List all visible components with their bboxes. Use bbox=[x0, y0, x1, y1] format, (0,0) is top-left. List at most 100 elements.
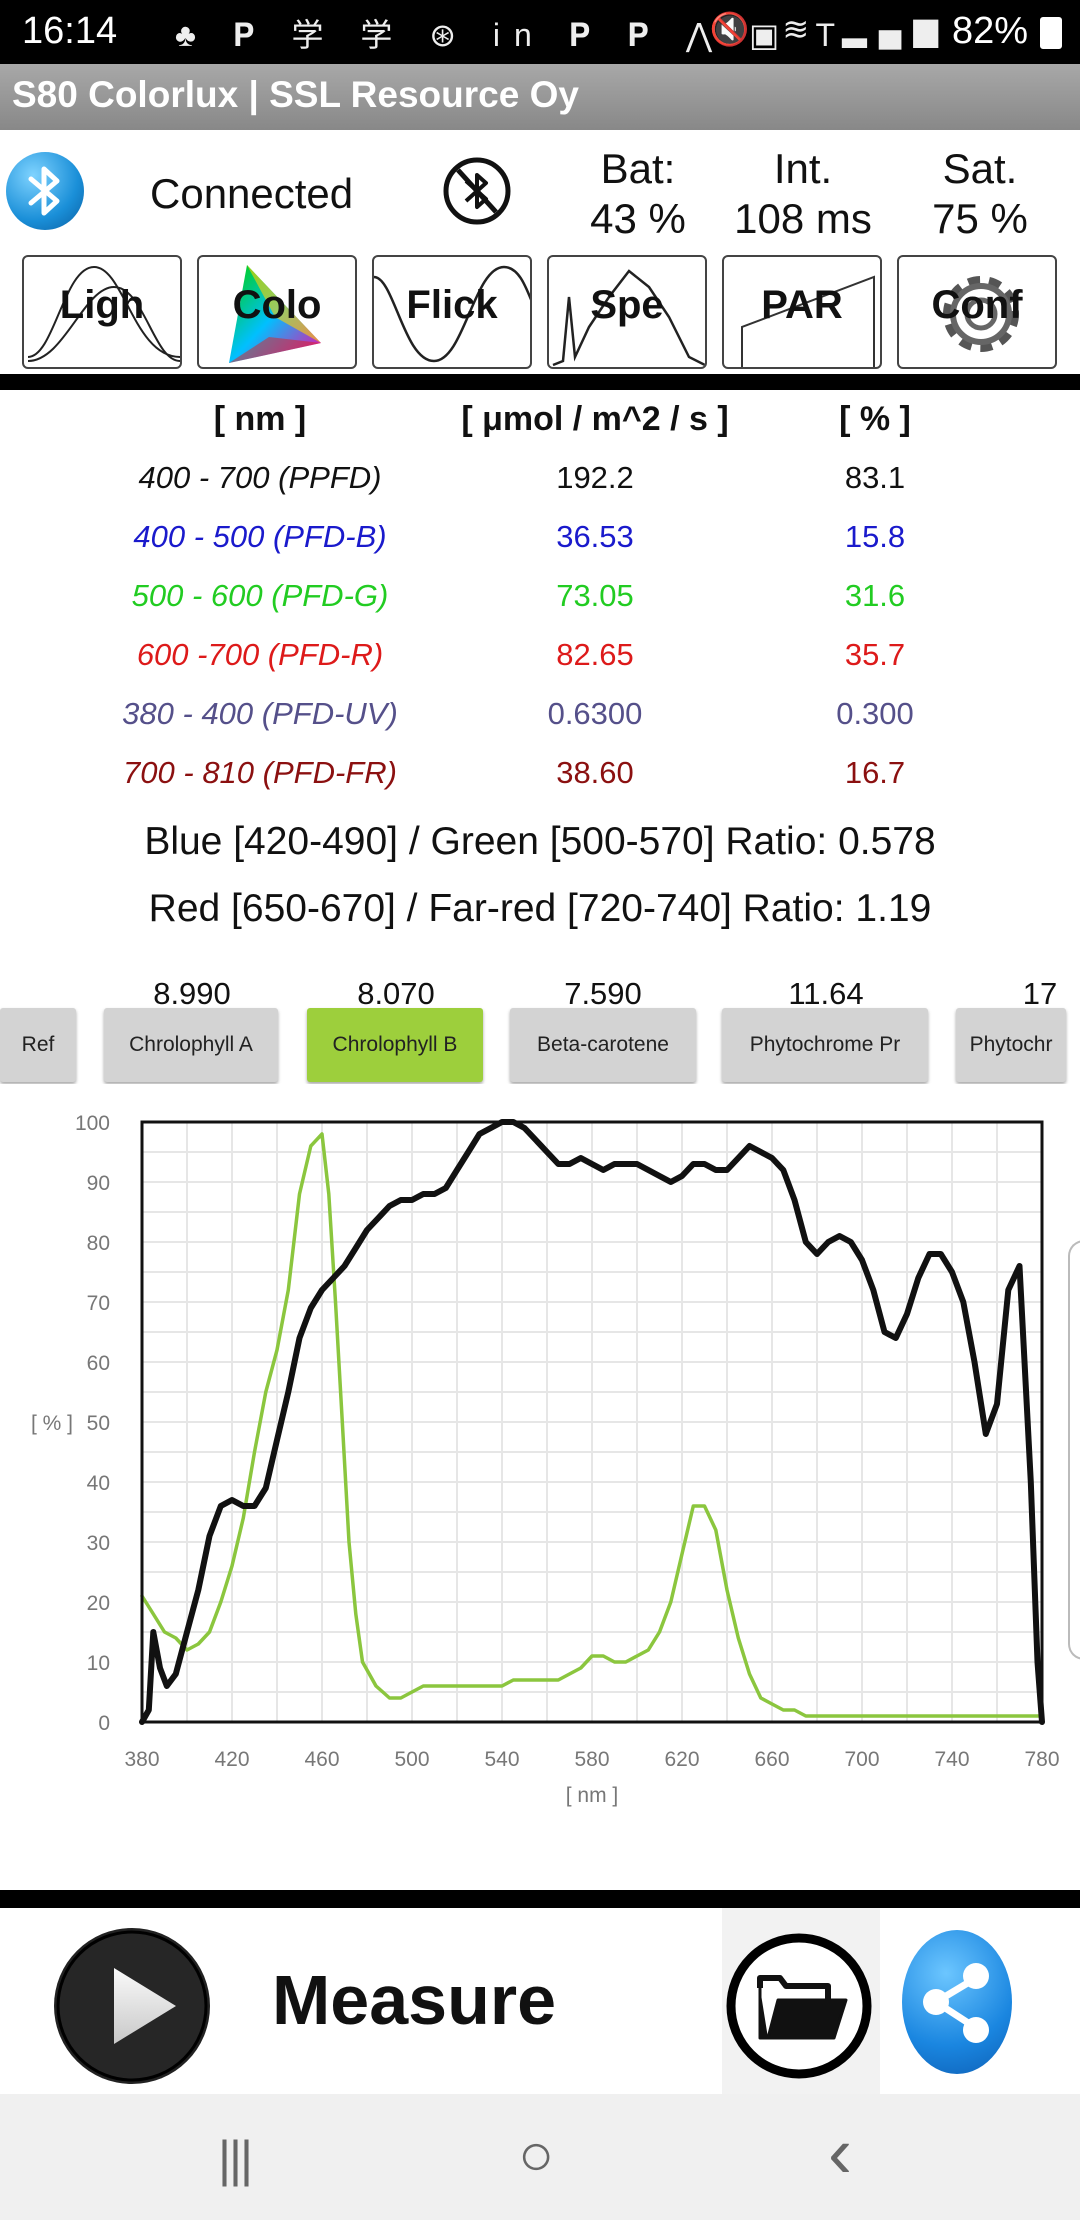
percent-value: 16.7 bbox=[844, 755, 906, 790]
measured-spectrum-line bbox=[139, 1119, 1045, 1725]
battery-label: Bat: bbox=[600, 145, 676, 192]
pigment-tabs: Ref Chrolophyll A Chrolophyll B Beta-car… bbox=[0, 1004, 1080, 1084]
mode-toolbar: Ligh Colo Flick Spe PAR bbox=[0, 252, 1080, 374]
action-bar: Measure bbox=[0, 1908, 1080, 2094]
x-tick-label: 740 bbox=[934, 1748, 969, 1771]
wavelength-range: 500 - 600 (PFD-G) bbox=[131, 578, 389, 613]
play-button[interactable] bbox=[54, 1928, 210, 2084]
measure-label[interactable]: Measure bbox=[272, 1961, 557, 2039]
red-farred-ratio: Red [650-670] / Far-red [720-740] Ratio:… bbox=[148, 887, 932, 930]
tool-light-button[interactable]: Ligh bbox=[22, 255, 182, 369]
y-axis-label: [ % ] bbox=[31, 1412, 73, 1435]
y-tick-label: 30 bbox=[87, 1532, 110, 1555]
tool-flicker-label: Flick bbox=[406, 283, 498, 327]
y-tick-label: 60 bbox=[87, 1352, 110, 1375]
pigment-absorption-line bbox=[140, 1132, 1044, 1718]
header-percent: [ % ] bbox=[839, 400, 911, 438]
light-curve-icon bbox=[27, 265, 180, 362]
x-tick-label: 780 bbox=[1024, 1748, 1059, 1771]
percent-value: 15.8 bbox=[844, 519, 906, 554]
table-row: 500 - 600 (PFD-G) 73.05 31.6 bbox=[0, 578, 1080, 636]
y-tick-label: 40 bbox=[87, 1472, 110, 1495]
flux-value: 192.2 bbox=[556, 460, 634, 495]
flux-value: 82.65 bbox=[556, 637, 634, 672]
percent-value: 31.6 bbox=[844, 578, 906, 613]
tool-color-label: Colo bbox=[232, 283, 322, 327]
tool-light-label: Ligh bbox=[59, 283, 145, 327]
share-button[interactable] bbox=[902, 1930, 1012, 2074]
x-tick-label: 660 bbox=[754, 1748, 789, 1771]
x-tick-label: 700 bbox=[844, 1748, 879, 1771]
tool-config-button[interactable]: Conf bbox=[897, 255, 1057, 369]
y-tick-label: 0 bbox=[98, 1712, 110, 1735]
status-time: 16:14 bbox=[22, 10, 118, 52]
app-title-bar: S80 Colorlux | SSL Resource Oy bbox=[0, 64, 1080, 130]
y-tick-label: 50 bbox=[87, 1412, 110, 1435]
pigment-value: 8.990 bbox=[153, 976, 231, 1011]
par-icon bbox=[741, 275, 875, 367]
integration-label: Int. bbox=[773, 145, 833, 192]
x-axis-label: [ nm ] bbox=[566, 1784, 619, 1807]
saturation-label: Sat. bbox=[942, 145, 1018, 192]
gear-icon bbox=[943, 276, 1019, 352]
tool-spectrum-button[interactable]: Spe bbox=[547, 255, 707, 369]
plot-frame bbox=[140, 1120, 1044, 1724]
saturation-value: 75 % bbox=[932, 195, 1028, 242]
connection-status: Connected bbox=[150, 170, 354, 217]
table-row: 380 - 400 (PFD-UV) 0.6300 0.300 bbox=[0, 696, 1080, 754]
pigment-value: 7.590 bbox=[564, 976, 642, 1011]
flux-value: 0.6300 bbox=[547, 696, 643, 731]
share-icon bbox=[923, 1963, 989, 2043]
tool-color-button[interactable]: Colo bbox=[197, 255, 357, 369]
percent-value: 83.1 bbox=[844, 460, 906, 495]
pigment-phytochrome-pfr-button[interactable]: Phytochr bbox=[956, 1008, 1066, 1082]
y-tick-label: 70 bbox=[87, 1292, 110, 1315]
x-tick-label: 540 bbox=[484, 1748, 519, 1771]
y-tick-label: 10 bbox=[87, 1652, 110, 1675]
open-folder-button[interactable] bbox=[722, 1908, 880, 2094]
y-tick-label: 100 bbox=[75, 1112, 110, 1135]
flicker-wave-icon bbox=[374, 265, 530, 363]
x-tick-label: 420 bbox=[214, 1748, 249, 1771]
app-title: S80 Colorlux | SSL Resource Oy bbox=[12, 74, 579, 115]
bluetooth-icon[interactable] bbox=[6, 152, 84, 230]
side-panel-handle[interactable] bbox=[1068, 1240, 1080, 1660]
tool-spectrum-label: Spe bbox=[590, 283, 664, 327]
tool-flicker-button[interactable]: Flick bbox=[372, 255, 532, 369]
pigment-chlorophyll-b-button[interactable]: Chrolophyll B bbox=[307, 1008, 483, 1082]
percent-value: 0.300 bbox=[836, 696, 914, 731]
battery-value: 43 % bbox=[590, 195, 686, 242]
pigment-ref-button[interactable]: Ref bbox=[0, 1008, 76, 1082]
pigment-chlorophyll-a-button[interactable]: Chrolophyll A bbox=[104, 1008, 278, 1082]
spectrum-icon bbox=[552, 269, 705, 367]
signal-icons: 🔇 ≋ ▂▄▆ bbox=[709, 11, 950, 47]
recent-apps-button[interactable]: ||| bbox=[218, 2131, 253, 2187]
tool-par-label: PAR bbox=[761, 283, 843, 327]
bluetooth-disconnect-icon[interactable] bbox=[442, 156, 512, 226]
spectrum-chart: 0 10 20 30 40 50 60 70 80 90 100 380 420 460 500 540 580… bbox=[31, 1112, 1060, 1807]
wavelength-range: 600 -700 (PFD-R) bbox=[136, 637, 384, 672]
pigment-value: 11.64 bbox=[788, 976, 864, 1011]
x-tick-label: 460 bbox=[304, 1748, 339, 1771]
pigment-beta-carotene-button[interactable]: Beta-carotene bbox=[510, 1008, 696, 1082]
back-button[interactable]: ‹ bbox=[828, 2113, 852, 2193]
y-tick-label: 90 bbox=[87, 1172, 110, 1195]
blue-green-ratio: Blue [420-490] / Green [500-570] Ratio: … bbox=[144, 820, 936, 863]
tool-par-button[interactable]: PAR bbox=[722, 255, 882, 369]
x-tick-label: 620 bbox=[664, 1748, 699, 1771]
header-flux: [ μmol / m^2 / s ] bbox=[461, 400, 729, 438]
integration-value: 108 ms bbox=[734, 195, 872, 242]
header-wavelength: [ nm ] bbox=[213, 400, 307, 438]
folder-icon bbox=[726, 1933, 872, 2079]
pigment-value: 17 bbox=[1022, 976, 1058, 1011]
pigment-phytochrome-pr-button[interactable]: Phytochrome Pr bbox=[722, 1008, 928, 1082]
home-button[interactable]: ○ bbox=[518, 2121, 555, 2188]
table-row: 400 - 700 (PPFD) 192.2 83.1 bbox=[0, 460, 1080, 518]
device-info-row: Connected Bat: 43 % Int. 108 ms Sat. 75 … bbox=[0, 130, 1080, 252]
divider bbox=[0, 374, 1080, 390]
x-tick-label: 500 bbox=[394, 1748, 429, 1771]
battery-percent: 82% bbox=[951, 10, 1028, 52]
color-triangle-icon bbox=[229, 265, 321, 363]
wavelength-range: 700 - 810 (PFD-FR) bbox=[123, 755, 397, 790]
percent-value: 35.7 bbox=[844, 637, 906, 672]
